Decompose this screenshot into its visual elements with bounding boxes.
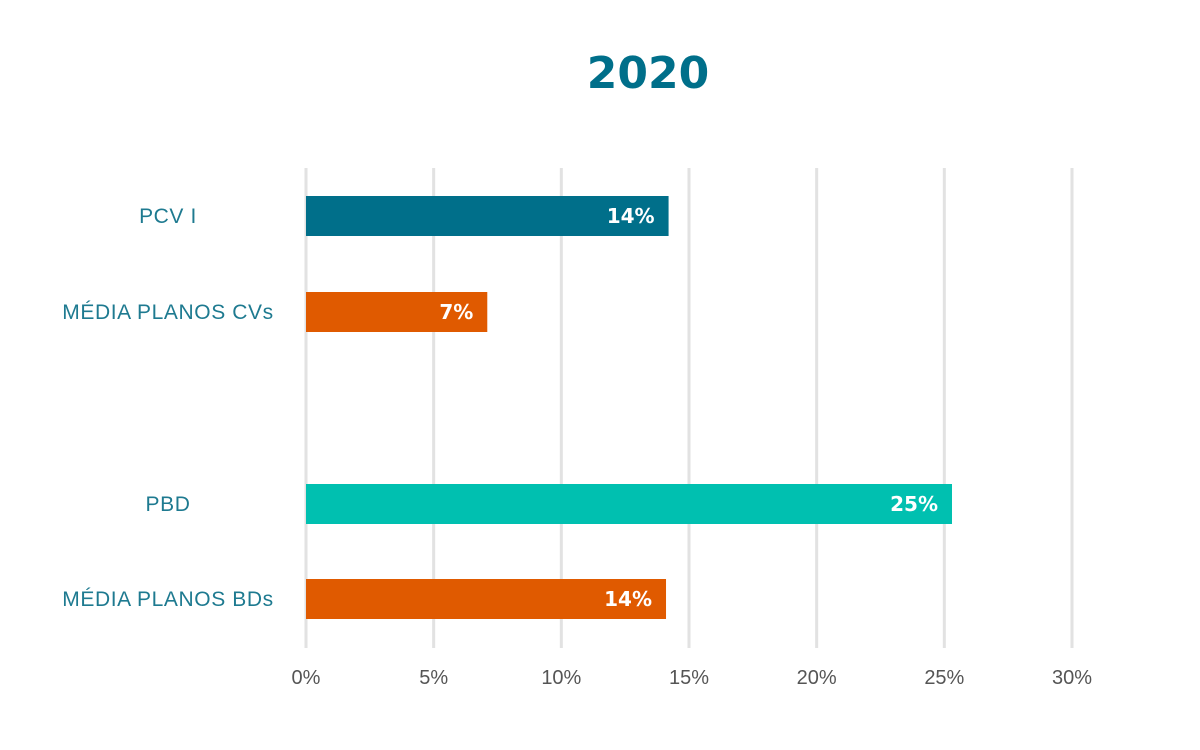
category-label: PCV I	[139, 205, 197, 228]
gridlines	[304, 168, 1074, 648]
category-label: MÉDIA PLANOS CVs	[62, 301, 274, 324]
x-tick-label: 10%	[541, 667, 581, 689]
data-label: 25%	[890, 492, 938, 516]
x-tick-label: 25%	[924, 667, 964, 689]
data-label: 7%	[439, 300, 473, 324]
x-tick-label: 0%	[292, 667, 321, 689]
x-tick-label: 5%	[419, 667, 448, 689]
category-label: MÉDIA PLANOS BDs	[62, 588, 274, 611]
x-tick-label: 15%	[669, 667, 709, 689]
x-tick-label: 30%	[1052, 667, 1092, 689]
category-label: PBD	[146, 493, 191, 516]
bar	[306, 196, 669, 236]
data-labels: 14% 7% 25% 14%	[439, 204, 938, 611]
bar	[306, 292, 488, 332]
bar	[306, 579, 667, 619]
chart-title: 2020	[587, 48, 709, 99]
data-label: 14%	[607, 204, 655, 228]
bar	[306, 484, 952, 524]
x-tick-label: 20%	[797, 667, 837, 689]
category-labels: PCV I MÉDIA PLANOS CVs PBD MÉDIA PLANOS BDs	[62, 205, 274, 611]
x-tick-labels: 0% 5% 10% 15% 20% 25% 30%	[292, 667, 1093, 689]
bars	[306, 196, 952, 619]
data-label: 14%	[604, 587, 652, 611]
